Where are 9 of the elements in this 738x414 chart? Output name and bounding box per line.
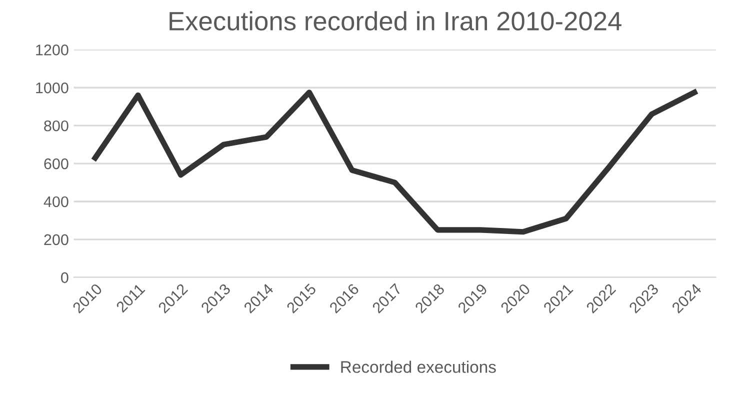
y-tick-label: 400 (44, 196, 68, 208)
chart-title: Executions recorded in Iran 2010-2024 (170, 11, 622, 30)
y-tick-label: 0 (61, 272, 68, 284)
y-tick-label: 1000 (36, 82, 68, 94)
y-tick-label: 1200 (36, 44, 68, 56)
y-tick-label: 200 (44, 234, 68, 246)
legend-label: Recorded executions (341, 360, 496, 373)
y-tick-label: 600 (44, 158, 68, 170)
y-tick-label: 800 (44, 120, 68, 132)
